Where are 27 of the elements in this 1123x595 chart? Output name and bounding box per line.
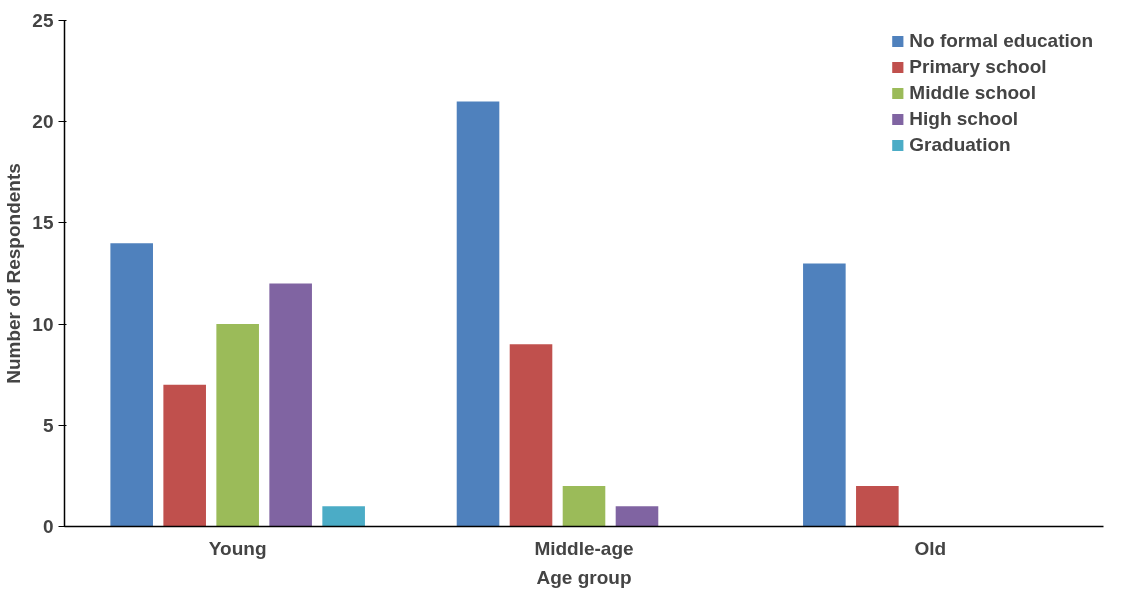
y-tick-label: 25 [32, 10, 54, 31]
y-tick-label: 20 [32, 111, 54, 133]
legend-label: Graduation [909, 134, 1011, 156]
y-tick-label: 15 [32, 212, 54, 234]
bar [216, 324, 259, 527]
y-tick-label: 0 [42, 516, 54, 537]
legend-label: High school [909, 108, 1019, 130]
bar [615, 506, 659, 527]
bar [269, 283, 312, 527]
legend-label: Primary school [909, 56, 1047, 78]
bar [803, 263, 846, 527]
bar [456, 101, 500, 527]
bar [110, 243, 153, 527]
legend-label: No formal education [909, 30, 1093, 52]
bar [322, 506, 365, 527]
bar [856, 486, 899, 527]
x-axis-title: Age group [536, 566, 632, 588]
y-axis-title: Number of Respondents [3, 163, 25, 384]
bar [509, 344, 553, 527]
x-tick-label: Old [914, 537, 947, 559]
y-tick-label: 5 [42, 414, 54, 436]
x-tick-label: Young [208, 537, 267, 559]
x-tick-label: Middle-age [534, 537, 634, 559]
y-tick-label: 10 [32, 313, 54, 335]
legend-label: Middle school [909, 82, 1036, 104]
bar [163, 384, 206, 527]
bar [562, 486, 606, 527]
